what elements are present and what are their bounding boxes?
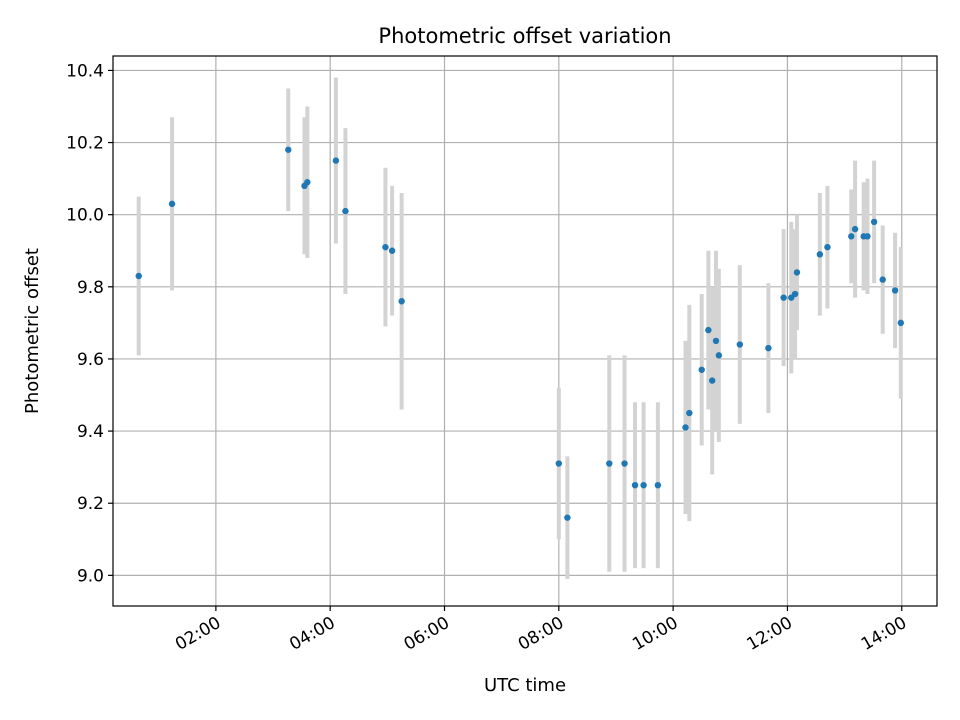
data-point (698, 366, 705, 373)
data-point (879, 276, 886, 283)
y-tick-label: 9.8 (77, 278, 104, 298)
data-point (682, 424, 689, 431)
data-point (848, 233, 855, 240)
data-point (780, 294, 787, 301)
data-point (816, 251, 824, 258)
y-tick-label: 10.0 (66, 206, 104, 226)
data-point (708, 377, 716, 384)
x-axis-label: UTC time (484, 675, 566, 696)
data-point (765, 344, 772, 352)
y-tick-label: 10.4 (66, 61, 104, 81)
data-point (891, 287, 899, 294)
data-point (285, 146, 292, 153)
data-point (631, 481, 639, 489)
chart-title: Photometric offset variation (378, 24, 671, 48)
y-tick-label: 10.2 (66, 134, 104, 154)
data-point (606, 460, 613, 467)
data-point (135, 272, 142, 280)
data-point (555, 460, 563, 467)
data-point (715, 352, 723, 359)
data-points (135, 146, 905, 521)
data-point (824, 243, 831, 251)
y-axis-label: Photometric offset (22, 248, 43, 414)
data-point (793, 269, 801, 276)
data-point (870, 218, 878, 226)
data-point (791, 290, 799, 298)
data-point (168, 200, 176, 208)
data-point (705, 326, 712, 334)
data-point (640, 481, 647, 489)
data-point (564, 514, 571, 521)
data-point (388, 247, 396, 254)
y-tick-label: 9.0 (77, 566, 104, 586)
data-point (398, 298, 405, 305)
data-point (864, 233, 871, 240)
y-tick-label: 9.6 (77, 350, 104, 370)
y-tick-label: 9.4 (77, 422, 104, 442)
data-point (304, 179, 311, 186)
data-point (712, 337, 720, 345)
data-point (686, 409, 693, 417)
data-point (897, 319, 905, 327)
y-axis-ticks: 9.0 9.2 9.4 9.6 9.8 10.0 10.2 10.4 (66, 61, 113, 586)
data-point (736, 341, 744, 348)
data-point (621, 460, 628, 467)
plot-area-frame (112, 55, 938, 607)
grid (113, 56, 937, 606)
y-tick-label: 9.2 (77, 494, 104, 514)
data-point (851, 225, 859, 233)
data-point (654, 481, 662, 489)
data-point (342, 207, 349, 215)
data-point (332, 157, 340, 164)
data-point (382, 243, 389, 251)
